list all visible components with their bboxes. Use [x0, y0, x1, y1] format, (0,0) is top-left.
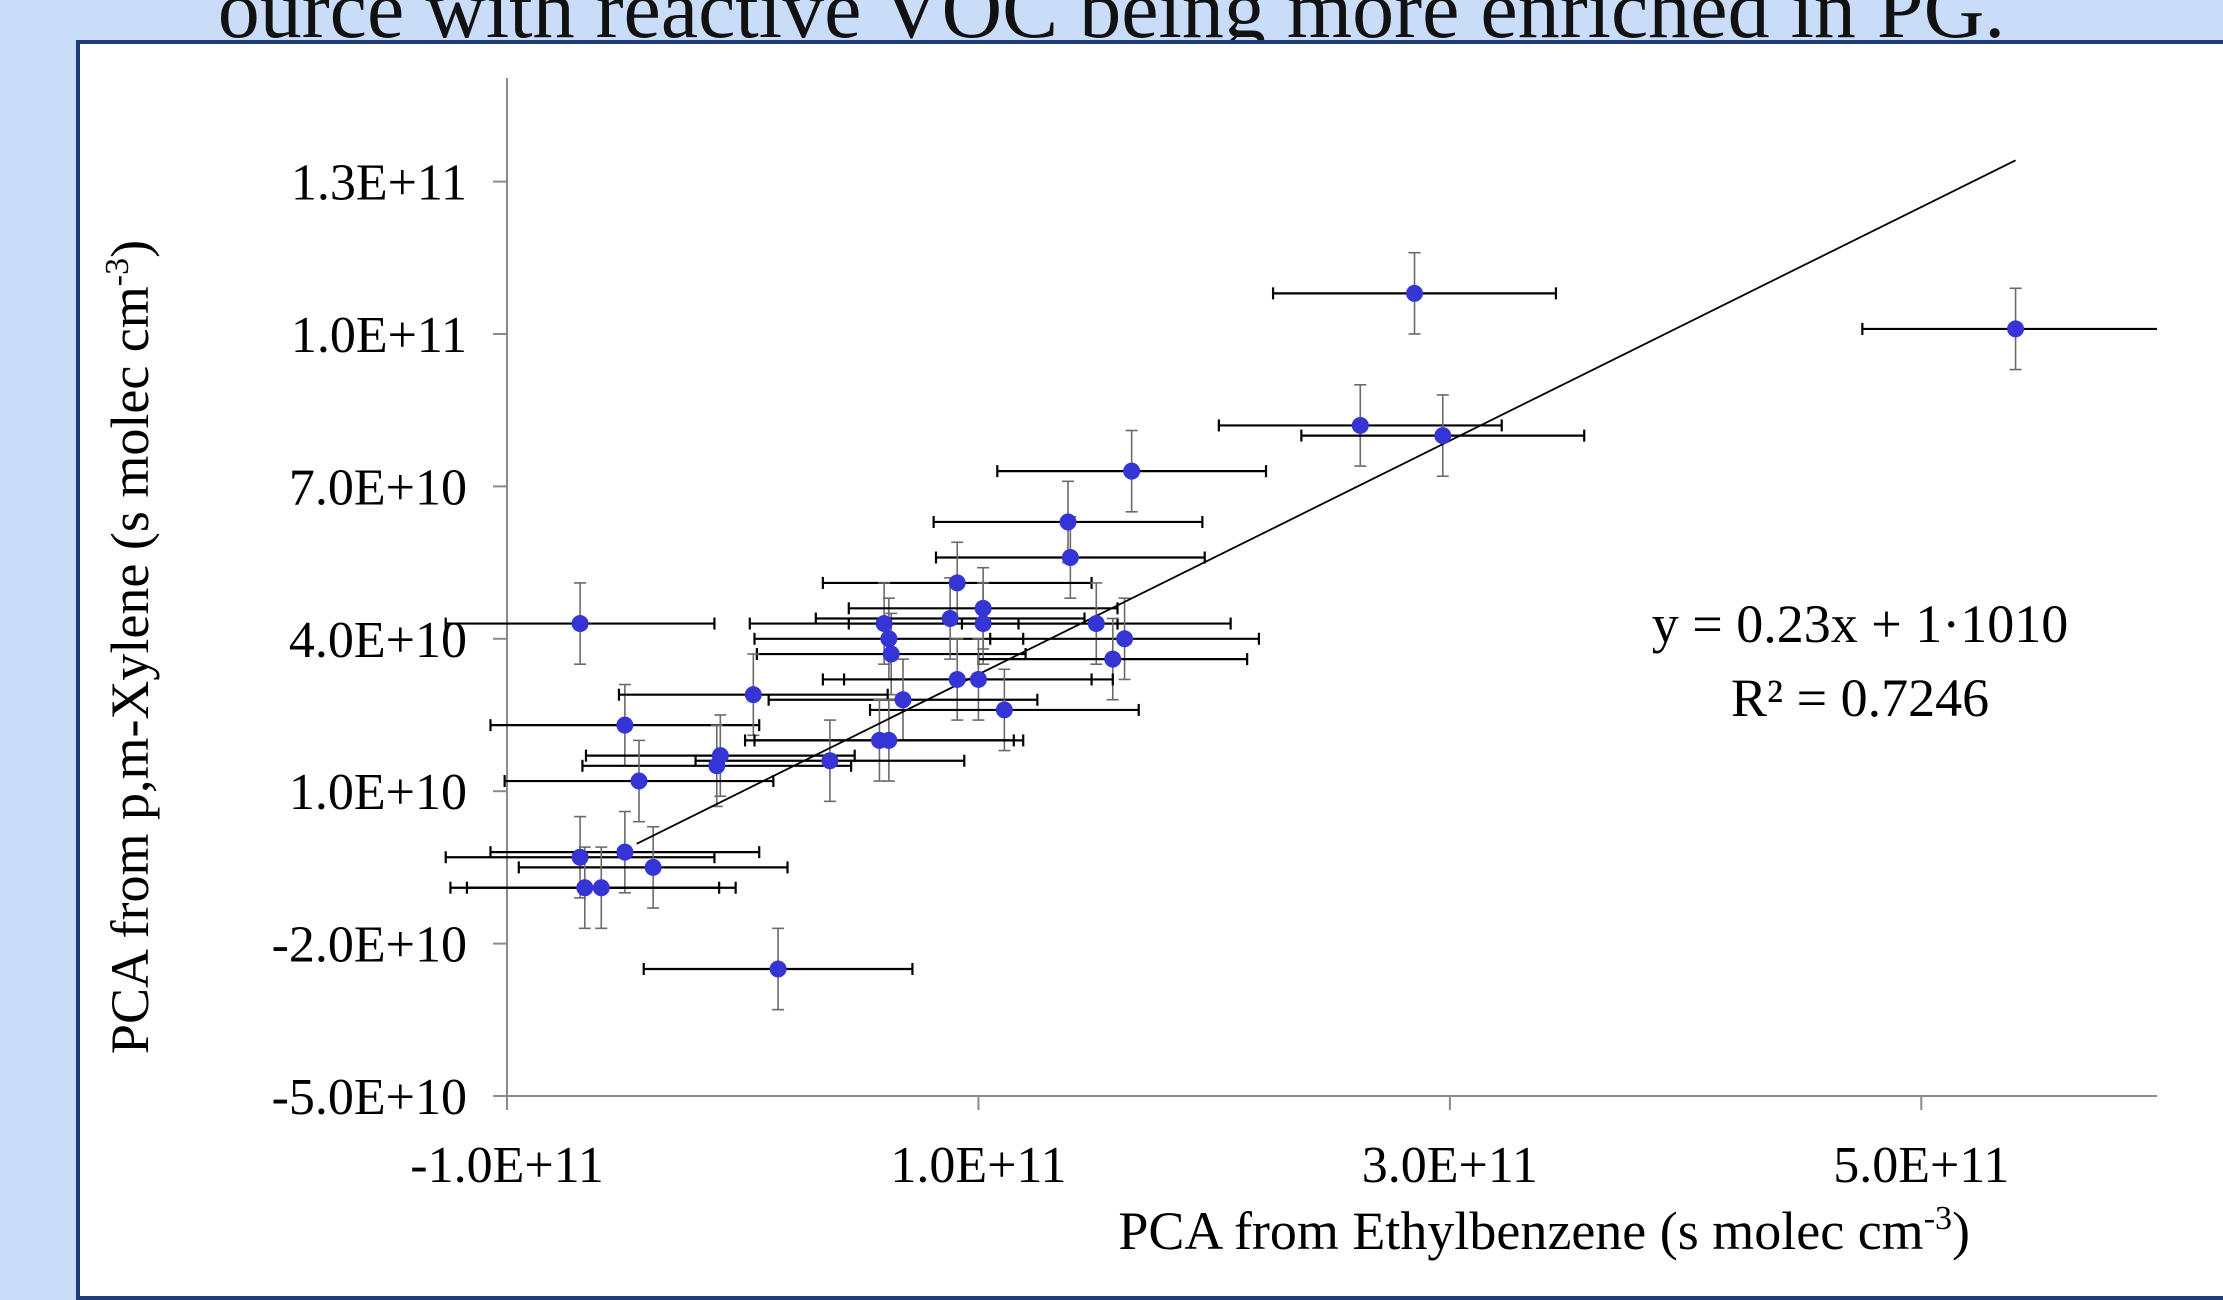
data-point — [1406, 284, 1423, 302]
data-point — [948, 574, 966, 592]
x-tick-label: 3.0E+11 — [1362, 1137, 1538, 1194]
data-point — [1116, 630, 1134, 648]
data-point — [1351, 416, 1369, 434]
data-point — [821, 752, 839, 770]
x-axis-title: PCA from Ethylbenzene (s molec cm-3) — [1118, 1200, 1970, 1261]
data-point — [974, 599, 992, 617]
y-tick-label: 1.0E+10 — [289, 764, 467, 821]
y-tick-label: -2.0E+10 — [272, 917, 467, 974]
data-point — [969, 670, 987, 688]
data-point — [1059, 513, 1077, 531]
trendline-layer — [636, 159, 2016, 845]
data-point — [875, 615, 893, 633]
data-point — [592, 879, 610, 897]
data-point — [1061, 549, 1079, 567]
trendline-equation: y = 0.23x + 1·1010 — [1652, 594, 2068, 654]
data-point — [880, 630, 898, 648]
y-axis-title: PCA from p,m-Xylene (s molec cm-3) — [99, 240, 160, 1054]
y-tick-label: 1.0E+11 — [291, 307, 467, 364]
data-point — [576, 879, 594, 897]
data-point — [708, 757, 726, 775]
data-point — [630, 772, 648, 790]
data-point — [882, 645, 900, 663]
data-point — [744, 686, 762, 704]
data-point — [1434, 427, 1452, 445]
data-point — [769, 960, 787, 978]
data-point — [571, 848, 589, 866]
y-tick-label: 7.0E+10 — [289, 459, 467, 516]
chart-frame: -5.0E+10 -2.0E+10 1.0E+10 4.0E+10 7.0E+10 1.0… — [76, 40, 2223, 1300]
scatter-chart: -5.0E+10 -2.0E+10 1.0E+10 4.0E+10 7.0E+10 1.0… — [99, 78, 2157, 1261]
data-point — [616, 843, 634, 861]
data-point — [941, 609, 959, 627]
data-point — [974, 615, 992, 633]
data-point — [1104, 650, 1122, 668]
data-point — [571, 615, 589, 633]
y-tick-label: -5.0E+10 — [272, 1069, 467, 1126]
data-point — [948, 670, 966, 688]
chart-labels: -5.0E+10 -2.0E+10 1.0E+10 4.0E+10 7.0E+10 1.0… — [99, 155, 2068, 1261]
trendline — [636, 159, 2016, 845]
r-squared-label: R² = 0.7246 — [1731, 668, 1989, 728]
x-tick-label: 1.0E+11 — [890, 1137, 1066, 1194]
x-tick-label: -1.0E+11 — [410, 1137, 603, 1194]
y-tick-label: 1.3E+11 — [291, 155, 467, 212]
x-tick-label: 5.0E+11 — [1833, 1137, 2009, 1194]
data-points — [571, 284, 2025, 978]
axes — [493, 78, 2157, 1110]
data-point — [1087, 615, 1105, 633]
data-point — [880, 731, 898, 749]
data-point — [616, 716, 634, 734]
data-point — [644, 858, 662, 876]
data-point — [1123, 462, 1141, 480]
data-point — [2007, 320, 2025, 338]
y-tick-label: 4.0E+10 — [289, 612, 467, 669]
data-point — [995, 701, 1013, 719]
data-point — [894, 691, 912, 709]
